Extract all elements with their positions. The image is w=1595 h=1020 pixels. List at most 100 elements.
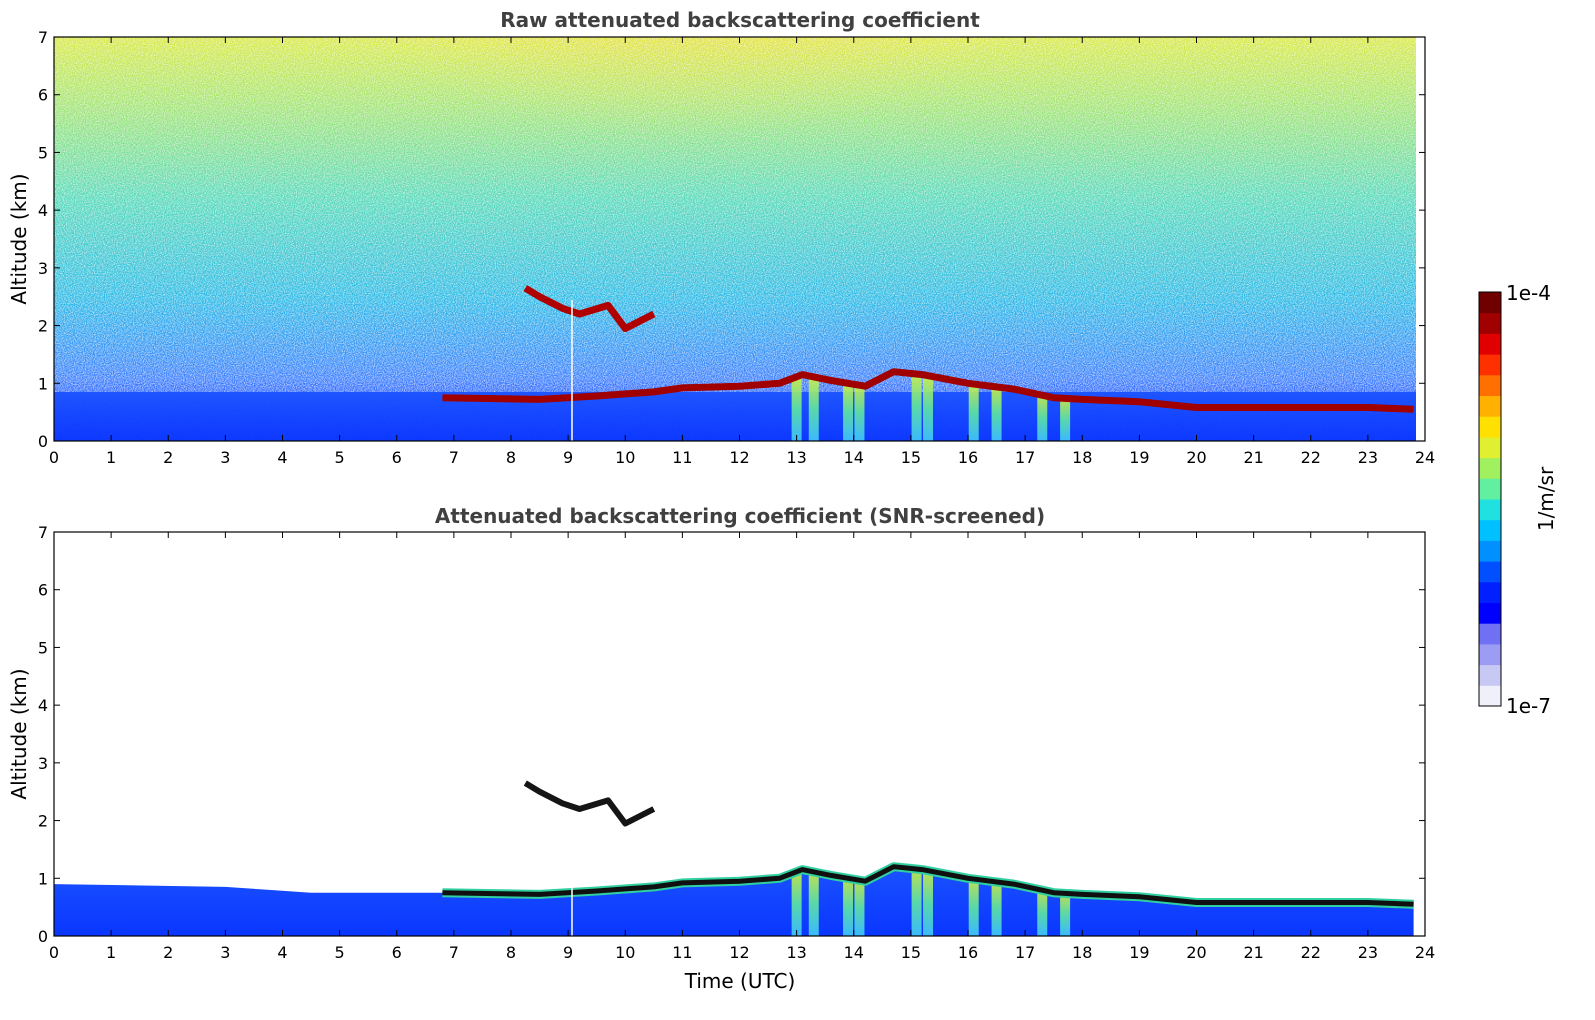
precip-column [991,881,1002,936]
precip-column [1037,890,1048,936]
x-tick-label: 7 [449,448,459,467]
x-tick-label: 4 [277,448,287,467]
y-tick-label: 3 [38,259,48,278]
x-tick-label: 17 [1015,448,1035,467]
screened-boundary-layer-fill [54,866,1414,936]
x-tick-label: 23 [1358,943,1378,962]
x-tick-label: 18 [1072,943,1092,962]
x-tick-label: 18 [1072,448,1092,467]
x-tick-label: 11 [672,943,692,962]
colorbar-unit-label: 1/m/sr [1534,466,1558,531]
precip-column [911,869,922,936]
x-tick-label: 6 [392,448,402,467]
x-tick-label: 16 [958,448,978,467]
y-tick-label: 4 [38,696,48,715]
y-tick-label: 2 [38,317,48,336]
x-tick-label: 3 [220,448,230,467]
y-tick-label: 0 [38,927,48,946]
raw-boundary-layer-top [442,368,1414,413]
precip-column [991,386,1002,441]
colorbar-cells [1479,292,1501,707]
x-tick-label: 1 [106,448,116,467]
colorbar-cell [1479,478,1501,500]
precip-column [808,376,819,441]
colorbar-frame [1478,291,1502,707]
x-tick-label: 23 [1358,448,1378,467]
raw-backscatter-panel: Raw attenuated backscattering coefficien… [7,8,1435,467]
precip-column [791,871,802,936]
precip-column [911,374,922,441]
x-tick-label: 22 [1301,448,1321,467]
colorbar-cell [1479,561,1501,583]
screened-backscatter-panel: Attenuated backscattering coefficient (S… [7,504,1435,993]
y-tick-label: 5 [38,143,48,162]
x-tick-label: 2 [163,448,173,467]
x-tick-label: 14 [844,448,864,467]
colorbar-cell [1479,374,1501,396]
screened-ylabel: Altitude (km) [7,668,31,799]
precip-column [843,383,854,441]
precip-column [923,375,934,441]
x-tick-label: 5 [335,943,345,962]
x-tick-label: 4 [277,943,287,962]
x-tick-label: 19 [1129,448,1149,467]
precip-column [854,385,865,441]
precip-column [854,880,865,936]
x-tick-label: 13 [786,943,806,962]
screened-precip-columns [791,869,1071,936]
colorbar-cell [1479,457,1501,479]
screened-plot-frame [53,531,1426,937]
colorbar-cell [1479,664,1501,686]
precip-column [968,879,979,936]
x-tick-label: 21 [1243,448,1263,467]
raw-elevated-cloud [523,285,656,332]
raw-lower-blue-layer [54,392,1416,441]
precip-column [1037,395,1048,441]
screened-boundary-layer-top [442,864,1414,907]
y-tick-label: 1 [38,374,48,393]
x-tick-label: 3 [220,943,230,962]
y-tick-label: 6 [38,86,48,105]
x-tick-label: 8 [506,943,516,962]
colorbar-cell [1479,602,1501,624]
colorbar-cell [1479,292,1501,314]
colorbar-cell [1479,623,1501,645]
colorbar-max-label: 1e-4 [1506,281,1551,305]
y-tick-label: 5 [38,638,48,657]
x-tick-label: 24 [1415,448,1435,467]
colorbar-cell [1479,416,1501,438]
y-tick-label: 3 [38,754,48,773]
precip-column [1060,398,1071,441]
x-tick-label: 15 [901,448,921,467]
raw-ylabel: Altitude (km) [7,173,31,304]
colorbar-cell [1479,685,1501,707]
x-tick-label: 9 [563,448,573,467]
screened-title: Attenuated backscattering coefficient (S… [435,504,1045,528]
raw-title: Raw attenuated backscattering coefficien… [500,8,980,32]
y-tick-label: 1 [38,869,48,888]
raw-axis-ticks: 0 1 2 3 4 5 6 7 8 9 10 11 12 13 14 15 16 17 18 19 20 21 22 23 24… [38,28,1435,467]
x-tick-label: 21 [1243,943,1263,962]
x-tick-label: 5 [335,448,345,467]
x-tick-label: 8 [506,448,516,467]
y-tick-label: 0 [38,432,48,451]
x-tick-label: 12 [729,943,749,962]
x-tick-label: 2 [163,943,173,962]
raw-precip-columns [791,374,1071,441]
precip-column [843,878,854,936]
y-tick-label: 7 [38,28,48,47]
precip-column [968,384,979,441]
colorbar-cell [1479,581,1501,603]
x-tick-label: 13 [786,448,806,467]
colorbar-cell [1479,395,1501,417]
x-tick-label: 0 [49,943,59,962]
y-tick-label: 2 [38,812,48,831]
x-tick-label: 9 [563,943,573,962]
colorbar: 1e-4 1e-7 1/m/sr [1478,281,1558,718]
x-tick-label: 1 [106,943,116,962]
x-tick-label: 22 [1301,943,1321,962]
colorbar-cell [1479,519,1501,541]
screened-heatmap [54,780,1414,936]
precip-column [1060,893,1071,936]
